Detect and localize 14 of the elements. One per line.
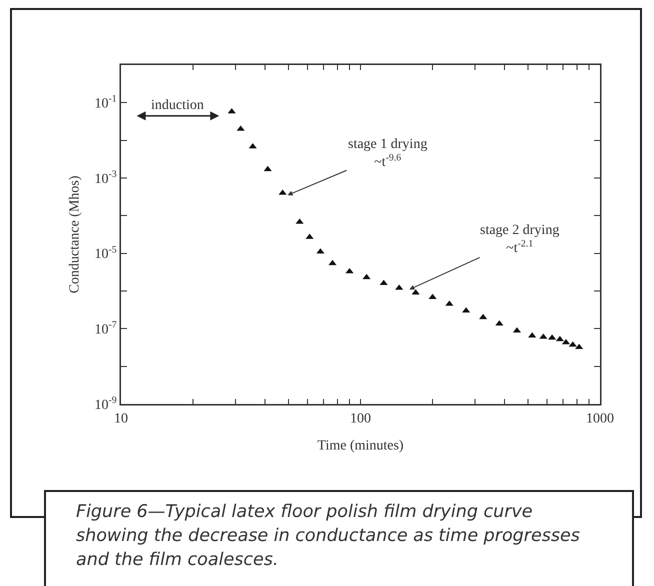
annotation: stage 1 drying ~t$^{-9.6}$ (348, 137, 428, 170)
y-tick-label: 10$^{-7}$ (94, 320, 117, 338)
caption: Figure 6—Typical latex floor polish film drying curve showing the decrease in conductance as time progresses and the film coalesces. (44, 490, 634, 586)
x-tick-label: 1000 (586, 411, 614, 426)
x-tick-label: 100 (350, 411, 371, 426)
y-tick-label: 10$^{-1}$ (94, 94, 117, 112)
x-axis-title: Time (minutes) (317, 438, 404, 454)
y-axis-title: Conductance (Mhos) (67, 175, 82, 294)
annotation: induction (151, 98, 204, 113)
y-tick-label: 10$^{-3}$ (94, 169, 117, 187)
y-tick-label: 10$^{-5}$ (94, 244, 117, 262)
y-tick-label: 10$^{-9}$ (94, 395, 117, 413)
x-tick-label: 10 (114, 411, 128, 426)
annotation: stage 2 drying ~t$^{-2.1}$ (480, 223, 560, 256)
